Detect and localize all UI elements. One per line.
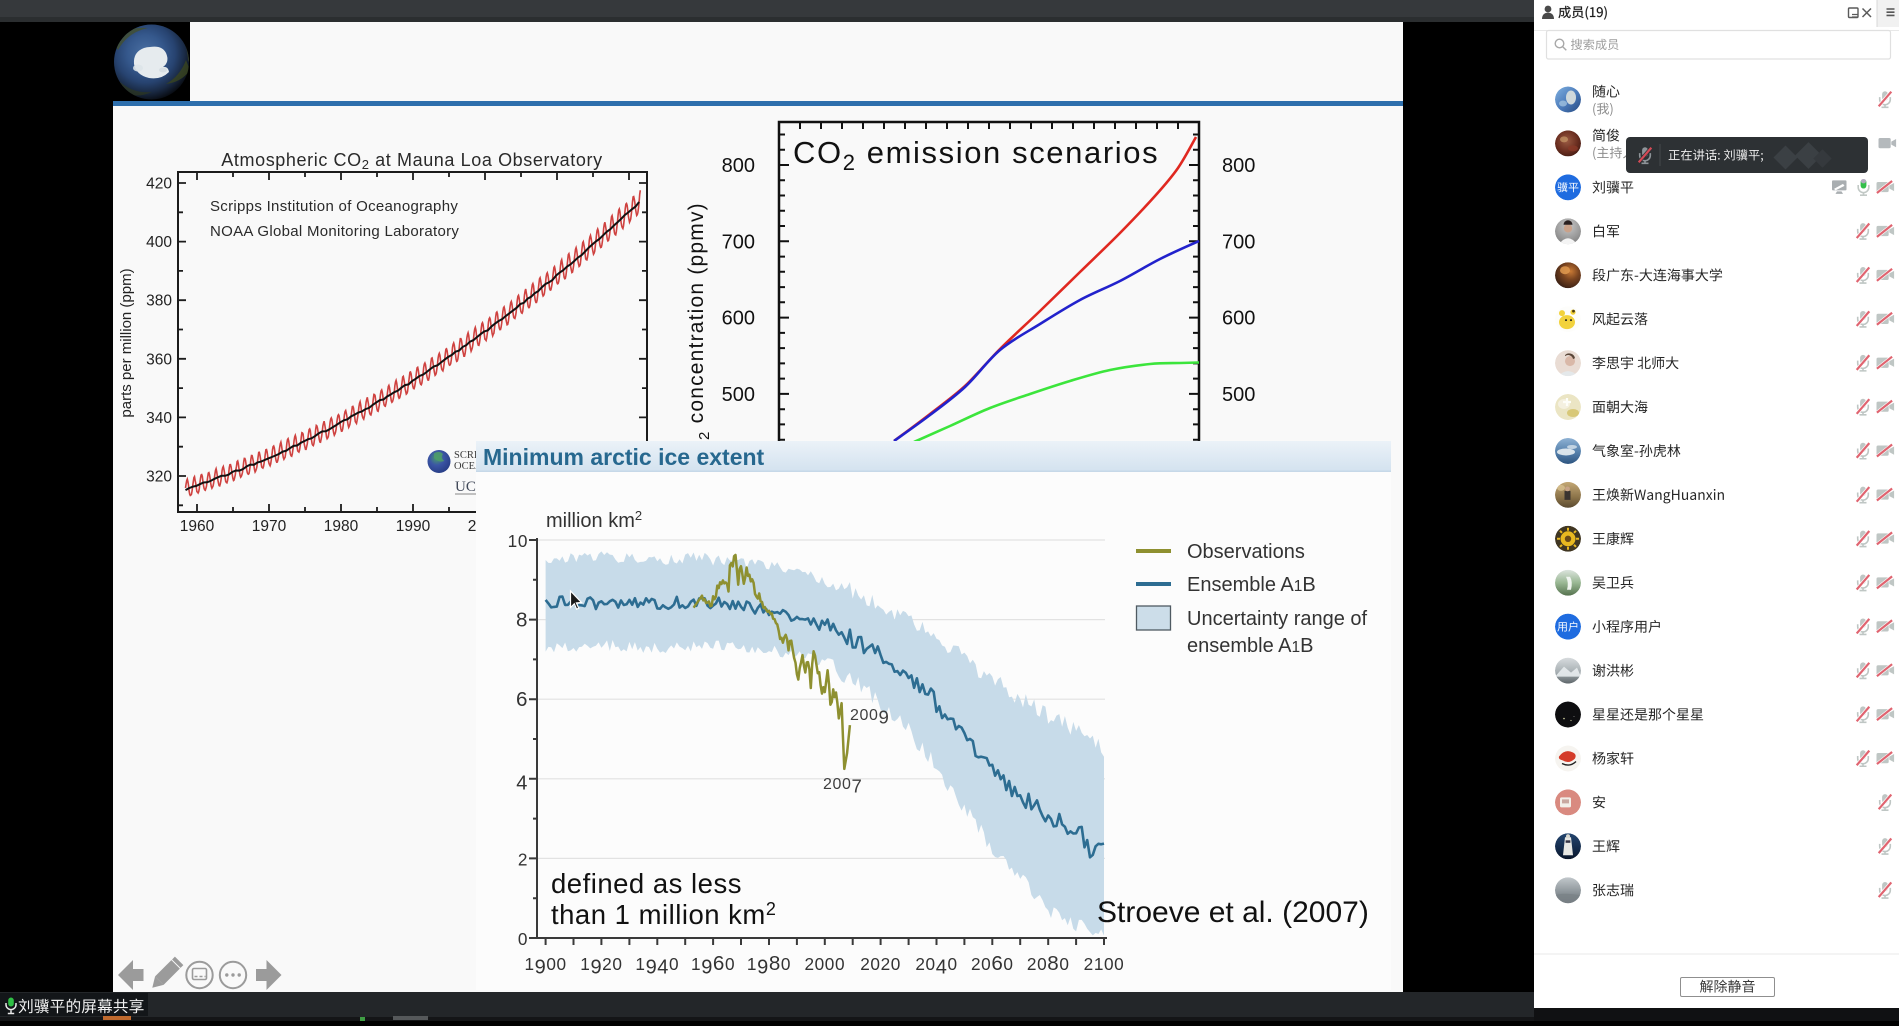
svg-text:19​80: 19​80 bbox=[747, 952, 791, 979]
svg-text:400: 400 bbox=[146, 234, 172, 251]
svg-text:ensemble A1B: ensemble A1B bbox=[1187, 635, 1313, 657]
svg-text:NOAA Global Monitoring Laborat: NOAA Global Monitoring Laboratory bbox=[210, 223, 459, 240]
svg-text:700: 700 bbox=[722, 231, 755, 253]
svg-text:Ensemble A1B: Ensemble A1B bbox=[1187, 574, 1316, 596]
svg-text:than 1 million km2: than 1 million km2 bbox=[551, 899, 776, 930]
svg-text:2080: 2080 bbox=[1027, 952, 1070, 975]
svg-text:19​60: 19​60 bbox=[691, 952, 735, 979]
svg-text:4​: 4​ bbox=[516, 772, 528, 794]
svg-text:Minimum arctic ice extent: Minimum arctic ice extent bbox=[483, 444, 765, 470]
svg-text:500: 500 bbox=[1222, 384, 1255, 406]
svg-text:420: 420 bbox=[146, 176, 172, 193]
svg-text:2000: 2000 bbox=[804, 954, 845, 974]
svg-text:600: 600 bbox=[1222, 308, 1255, 330]
svg-text:SCRI: SCRI bbox=[454, 450, 478, 461]
svg-text:0: 0 bbox=[518, 929, 528, 949]
svg-text:OCEA: OCEA bbox=[454, 461, 483, 472]
svg-text:2020: 2020 bbox=[860, 954, 901, 974]
svg-text:6: 6 bbox=[516, 688, 528, 711]
svg-text:19​4​0: 19​4​0 bbox=[635, 954, 679, 979]
svg-text:2100: 2100 bbox=[1084, 954, 1125, 974]
svg-text:Stroeve et al. (2007): Stroeve et al. (2007) bbox=[1097, 896, 1369, 929]
svg-text:Uncertainty range of: Uncertainty range of bbox=[1187, 608, 1368, 630]
svg-text:2: 2 bbox=[518, 849, 528, 869]
svg-text:360: 360 bbox=[146, 351, 172, 368]
svg-text:1990: 1990 bbox=[396, 518, 431, 535]
svg-text:19​00: 19​00 bbox=[524, 954, 566, 979]
svg-text:Scripps Institution of Oceanog: Scripps Institution of Oceanography bbox=[210, 198, 458, 215]
svg-text:500: 500 bbox=[722, 384, 755, 406]
svg-text:CO2 emission scenarios: CO2 emission scenarios bbox=[793, 135, 1159, 175]
svg-text:parts per million (ppm): parts per million (ppm) bbox=[118, 268, 135, 417]
svg-text:2060: 2060 bbox=[971, 952, 1014, 975]
svg-text:800: 800 bbox=[1222, 155, 1255, 177]
svg-text:8: 8 bbox=[516, 609, 528, 632]
svg-text:320: 320 bbox=[146, 469, 172, 486]
svg-text:million km2: million km2 bbox=[546, 508, 642, 532]
svg-text:1980: 1980 bbox=[324, 518, 359, 535]
svg-text:19​20: 19​20 bbox=[580, 954, 622, 979]
svg-text:Atmospheric CO2 at Mauna Loa O: Atmospheric CO2 at Mauna Loa Observatory bbox=[221, 150, 602, 172]
svg-text:340: 340 bbox=[146, 410, 172, 427]
svg-text:2009​: 2009​ bbox=[850, 707, 889, 728]
svg-text:800: 800 bbox=[722, 155, 755, 177]
svg-text:2007​: 2007​ bbox=[823, 776, 862, 797]
svg-text:700: 700 bbox=[1222, 231, 1255, 253]
svg-text:Observations: Observations bbox=[1187, 541, 1305, 563]
svg-text:600: 600 bbox=[722, 308, 755, 330]
svg-text:380: 380 bbox=[146, 293, 172, 310]
svg-text:1960: 1960 bbox=[180, 518, 215, 535]
svg-text:204​0: 204​0 bbox=[915, 954, 957, 979]
svg-text:UC: UC bbox=[455, 479, 476, 495]
svg-text:defined as less: defined as less bbox=[551, 868, 742, 899]
svg-text:1970: 1970 bbox=[252, 518, 287, 535]
svg-text:10: 10 bbox=[508, 531, 528, 551]
